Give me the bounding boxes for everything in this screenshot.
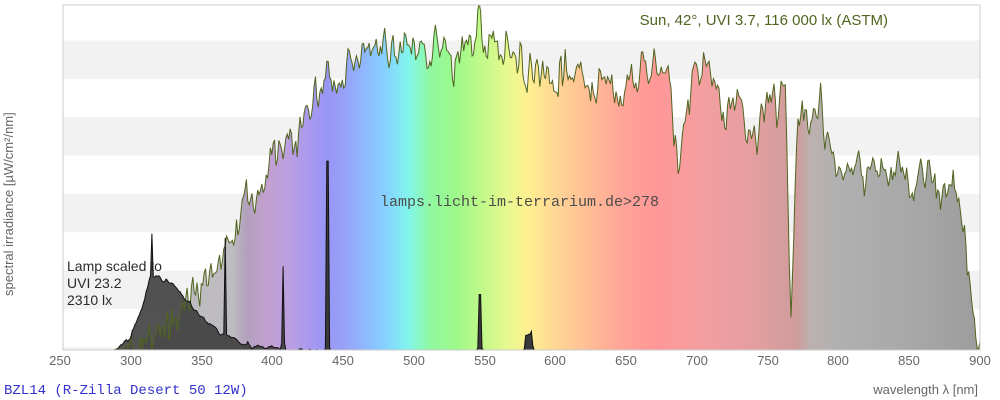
svg-text:UVI 23.2: UVI 23.2 <box>67 275 122 291</box>
svg-text:550: 550 <box>474 353 496 368</box>
svg-text:800: 800 <box>827 353 849 368</box>
svg-text:400: 400 <box>261 353 283 368</box>
svg-text:250: 250 <box>49 353 71 368</box>
svg-text:2310 lx: 2310 lx <box>67 292 112 308</box>
svg-text:350: 350 <box>191 353 213 368</box>
svg-text:BZL14 (R-Zilla Desert 50 12W): BZL14 (R-Zilla Desert 50 12W) <box>4 383 248 399</box>
svg-text:600: 600 <box>544 353 566 368</box>
svg-text:750: 750 <box>757 353 779 368</box>
svg-text:850: 850 <box>898 353 920 368</box>
svg-text:900: 900 <box>969 353 991 368</box>
svg-text:450: 450 <box>332 353 354 368</box>
svg-text:spectral irradiance [µW/cm²/nm: spectral irradiance [µW/cm²/nm] <box>1 112 16 296</box>
svg-text:Sun, 42°, UVI 3.7, 116 000 lx: Sun, 42°, UVI 3.7, 116 000 lx (ASTM) <box>640 12 888 29</box>
svg-text:wavelength λ [nm]: wavelength λ [nm] <box>872 382 978 397</box>
svg-text:500: 500 <box>403 353 425 368</box>
svg-text:lamps.licht-im-terrarium.de>27: lamps.licht-im-terrarium.de>278 <box>380 194 659 211</box>
svg-text:650: 650 <box>615 353 637 368</box>
svg-text:Lamp scaled to: Lamp scaled to <box>67 258 162 274</box>
svg-text:300: 300 <box>120 353 142 368</box>
svg-text:700: 700 <box>686 353 708 368</box>
